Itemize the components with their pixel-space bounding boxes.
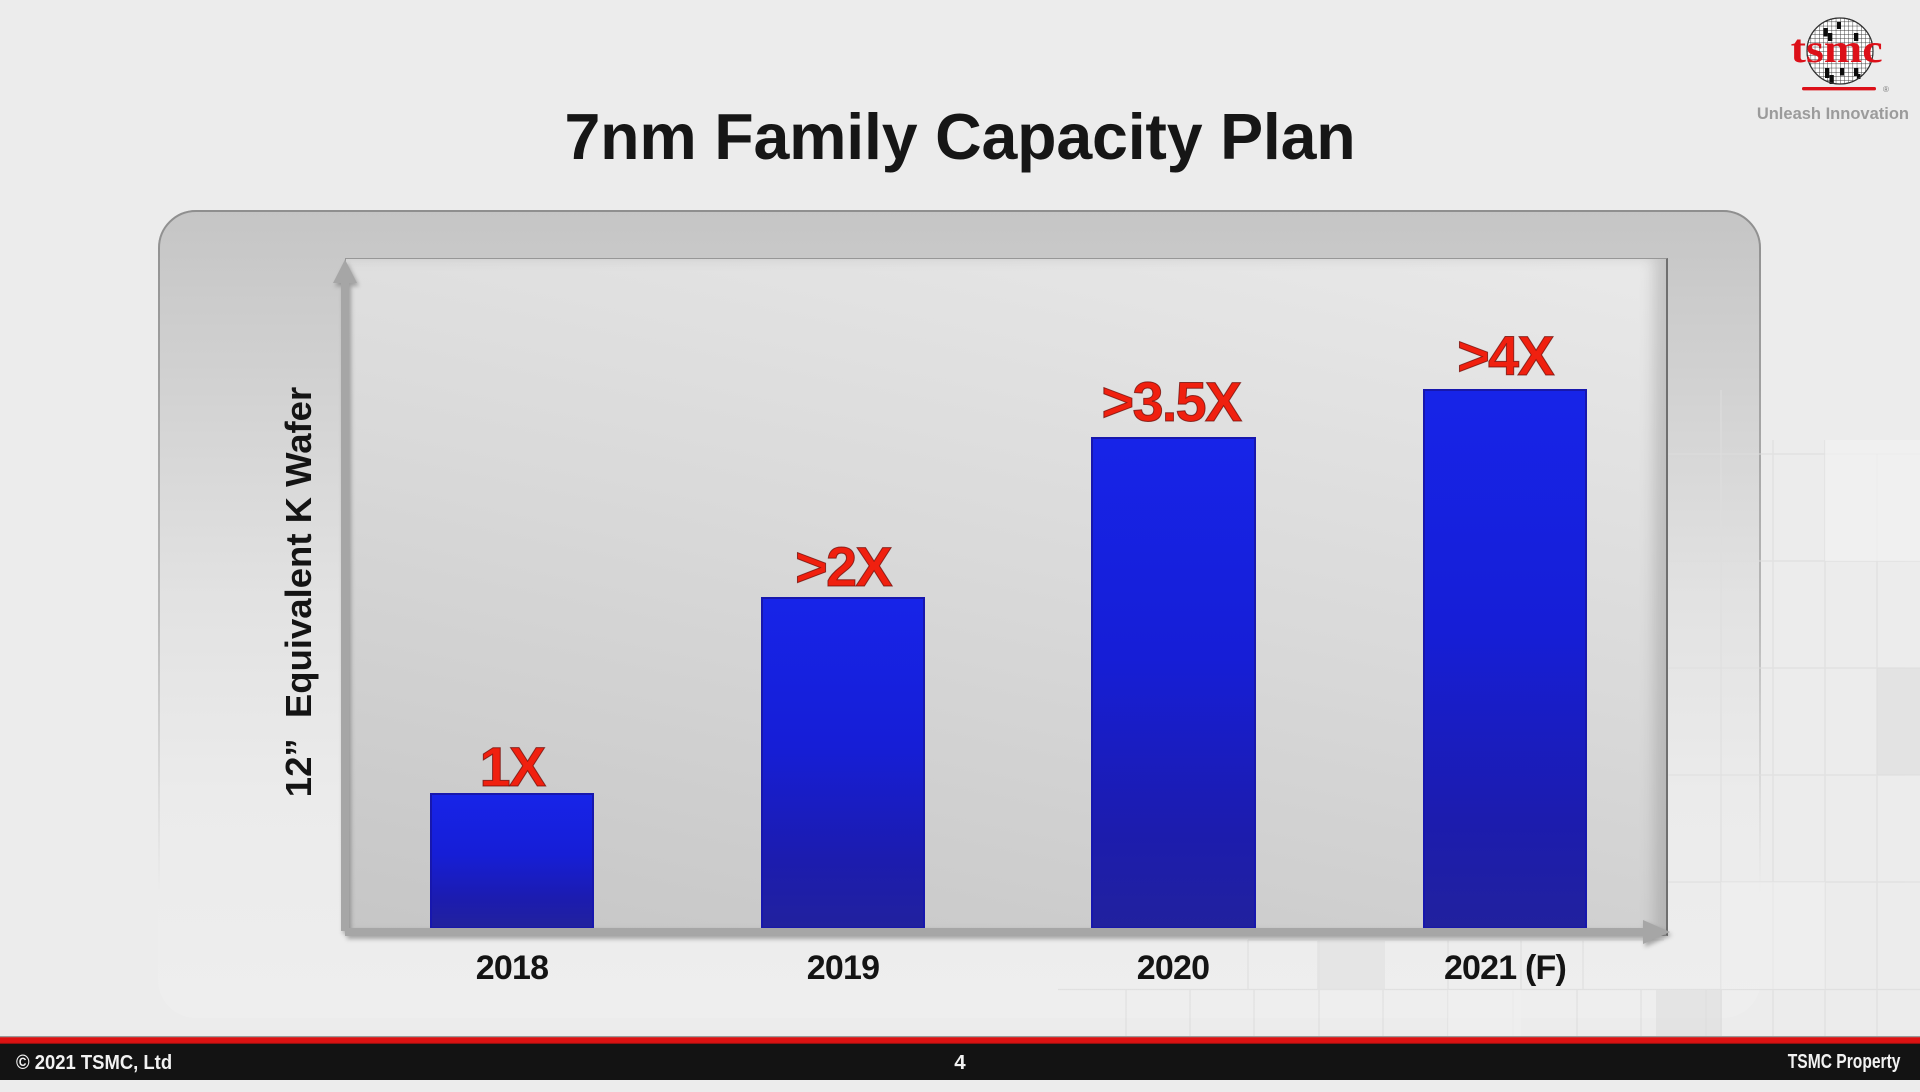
svg-text:tsmc: tsmc — [1791, 26, 1883, 71]
svg-text:®: ® — [1883, 85, 1889, 94]
